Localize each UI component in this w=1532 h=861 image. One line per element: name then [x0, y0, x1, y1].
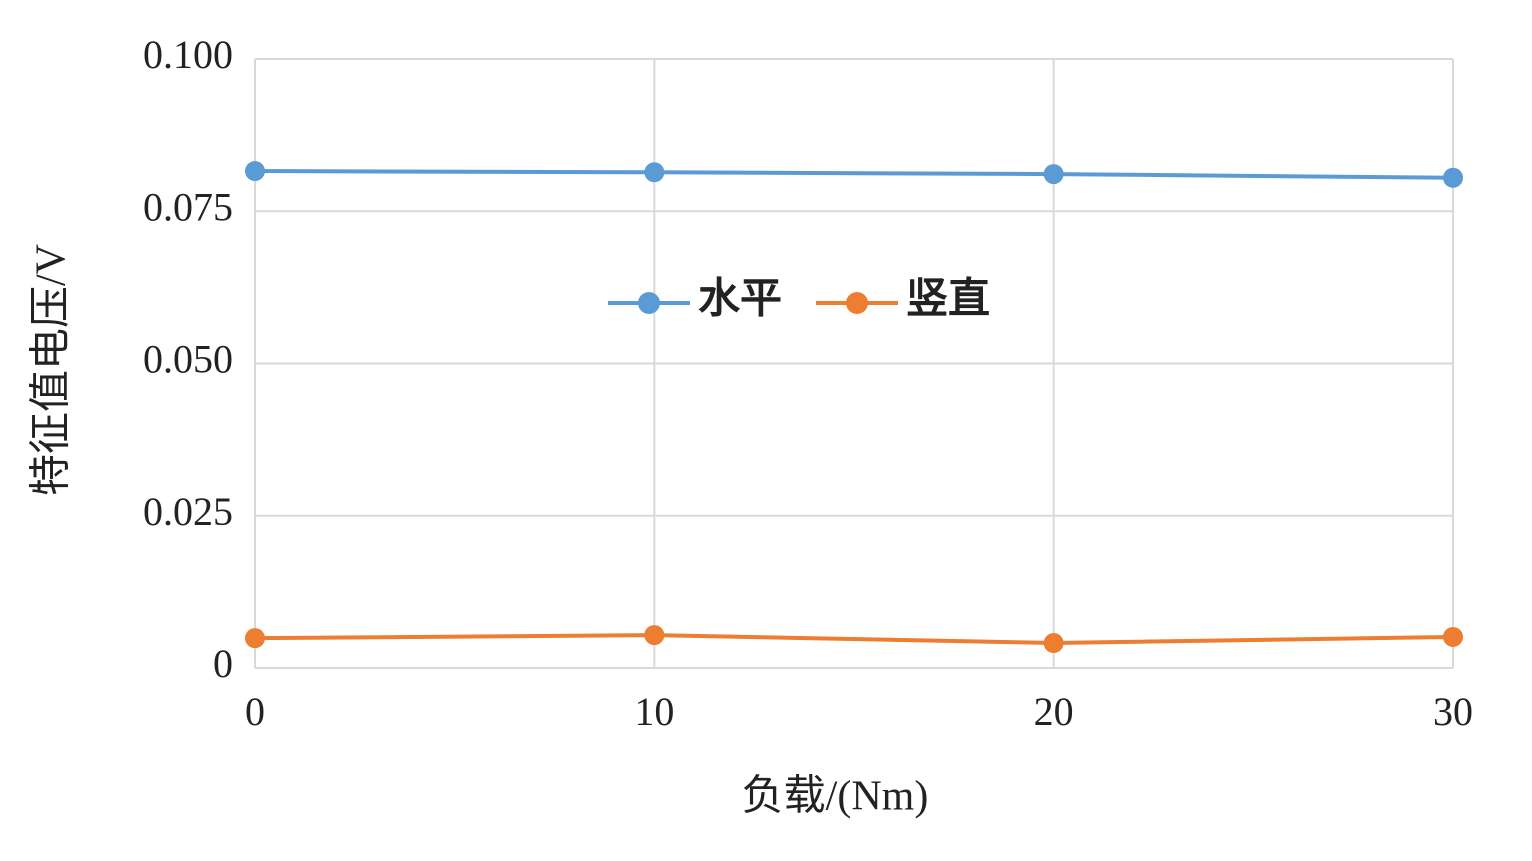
- x-tick-label: 0: [245, 689, 265, 734]
- legend-marker: [846, 292, 868, 314]
- x-tick-label: 20: [1034, 689, 1074, 734]
- point: [245, 628, 265, 649]
- x-axis-title: 负载/(Nm): [742, 774, 929, 820]
- legend-label: 竖直: [906, 276, 990, 323]
- series-line: [254, 633, 1454, 646]
- point: [245, 161, 265, 182]
- legend-label: 水平: [698, 276, 782, 323]
- y-axis-title: 特征值电压/V: [29, 244, 75, 496]
- y-tick-label: 0.075: [143, 184, 233, 229]
- y-tick-label: 0.050: [143, 337, 233, 382]
- y-tick-label: 0.025: [143, 489, 233, 534]
- series-line: [254, 169, 1454, 180]
- y-tick-label: 0.100: [143, 32, 233, 77]
- point: [1043, 633, 1064, 654]
- point: [1043, 164, 1064, 185]
- x-tick-label: 30: [1433, 689, 1473, 734]
- legend-marker: [638, 292, 660, 314]
- x-tick-label: 10: [634, 689, 674, 734]
- point: [1443, 167, 1463, 188]
- point: [644, 625, 665, 646]
- y-tick-label: 0: [213, 641, 233, 686]
- point: [1443, 626, 1463, 647]
- point: [644, 162, 665, 183]
